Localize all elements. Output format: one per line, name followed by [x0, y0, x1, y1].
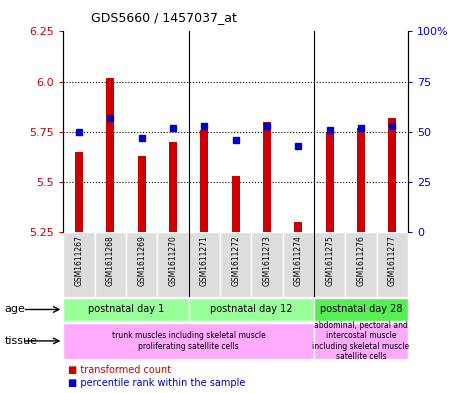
Bar [357, 128, 365, 232]
Text: abdominal, pectoral and
intercostal muscle
including skeletal muscle
satellite c: abdominal, pectoral and intercostal musc… [312, 321, 409, 361]
FancyBboxPatch shape [126, 232, 157, 297]
Text: GSM1611269: GSM1611269 [137, 235, 146, 286]
FancyBboxPatch shape [95, 232, 126, 297]
FancyBboxPatch shape [314, 298, 408, 321]
Bar [295, 222, 302, 232]
Text: GSM1611270: GSM1611270 [168, 235, 177, 286]
FancyBboxPatch shape [189, 298, 314, 321]
FancyBboxPatch shape [283, 232, 314, 297]
Text: GSM1611273: GSM1611273 [263, 235, 272, 286]
FancyBboxPatch shape [63, 323, 314, 359]
FancyBboxPatch shape [189, 232, 220, 297]
Text: GSM1611272: GSM1611272 [231, 235, 240, 286]
Bar [200, 130, 208, 232]
Text: GSM1611275: GSM1611275 [325, 235, 334, 286]
Bar [75, 152, 83, 232]
FancyBboxPatch shape [345, 232, 377, 297]
Bar [106, 77, 114, 232]
Bar [232, 176, 240, 232]
Text: GSM1611271: GSM1611271 [200, 235, 209, 286]
Bar [263, 122, 271, 232]
Text: GSM1611276: GSM1611276 [356, 235, 365, 286]
FancyBboxPatch shape [63, 298, 189, 321]
FancyBboxPatch shape [63, 232, 95, 297]
Text: postnatal day 12: postnatal day 12 [210, 305, 293, 314]
Text: GSM1611277: GSM1611277 [388, 235, 397, 286]
Text: GSM1611268: GSM1611268 [106, 235, 115, 286]
FancyBboxPatch shape [251, 232, 283, 297]
FancyBboxPatch shape [157, 232, 189, 297]
Text: postnatal day 28: postnatal day 28 [320, 305, 402, 314]
Text: GSM1611274: GSM1611274 [294, 235, 303, 286]
Text: ■ transformed count: ■ transformed count [68, 365, 171, 375]
Bar [138, 156, 145, 232]
FancyBboxPatch shape [220, 232, 251, 297]
Text: postnatal day 1: postnatal day 1 [88, 305, 164, 314]
Bar [388, 118, 396, 232]
Text: GSM1611267: GSM1611267 [75, 235, 83, 286]
Text: GDS5660 / 1457037_at: GDS5660 / 1457037_at [91, 11, 237, 24]
Bar [169, 141, 177, 232]
FancyBboxPatch shape [314, 323, 408, 359]
FancyBboxPatch shape [314, 232, 345, 297]
Text: trunk muscles including skeletal muscle
proliferating satellite cells: trunk muscles including skeletal muscle … [112, 331, 265, 351]
Text: tissue: tissue [5, 336, 38, 346]
FancyBboxPatch shape [377, 232, 408, 297]
Text: age: age [5, 305, 26, 314]
Text: ■ percentile rank within the sample: ■ percentile rank within the sample [68, 378, 245, 388]
Bar [326, 132, 333, 232]
